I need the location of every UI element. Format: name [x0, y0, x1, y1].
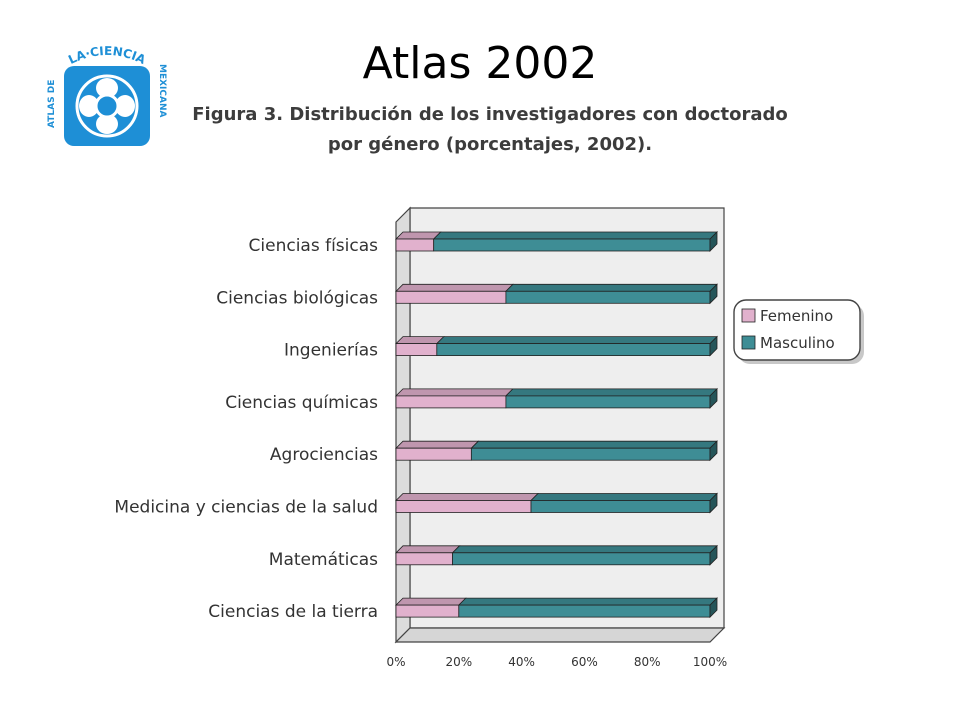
bar-front-face	[395, 343, 438, 357]
bar-segment-femenino	[395, 545, 461, 566]
legend-label-femenino: Femenino	[760, 307, 833, 325]
category-label: Ingenierías	[284, 341, 378, 361]
x-tick-label: 0%	[386, 655, 405, 669]
bar-end-face	[709, 387, 718, 409]
bar-segment-masculino	[457, 597, 718, 619]
bar-end-face	[709, 492, 718, 514]
category-label: Agrociencias	[270, 445, 378, 465]
bar-top-face	[395, 388, 514, 397]
bar-segment-masculino	[530, 492, 718, 514]
figure-caption-line2: por género (porcentajes, 2002).	[327, 134, 653, 155]
figure-caption-line1: Figura 3. Distribución de los investigad…	[192, 104, 788, 125]
x-tick-label: 20%	[445, 655, 472, 669]
bar-segment-masculino	[432, 231, 718, 252]
category-label: Ciencias de la tierra	[208, 602, 378, 622]
atlas-logo: LA·CIENCIA ATLAS DE MEXICANA	[46, 44, 168, 150]
x-tick-label: 60%	[571, 655, 598, 669]
bar-top-face	[432, 231, 718, 240]
bar-front-face	[452, 552, 711, 566]
bar-front-face	[458, 604, 711, 618]
figure-caption: Figura 3. Distribución de los investigad…	[170, 100, 810, 160]
bar-segment-femenino	[395, 388, 514, 409]
category-label: Ciencias biológicas	[216, 288, 378, 308]
bar-segment-femenino	[395, 597, 467, 618]
bar-top-face	[457, 597, 718, 606]
bar-segment-masculino	[504, 283, 718, 305]
bar-top-face	[395, 283, 514, 292]
logo-right-text: MEXICANA	[157, 64, 167, 117]
bar-top-face	[470, 440, 718, 449]
bar-front-face	[395, 500, 532, 513]
x-tick-label: 80%	[634, 655, 661, 669]
bar-end-face	[709, 231, 718, 252]
chart-floor	[394, 627, 726, 643]
bar-top-face	[451, 545, 718, 554]
bar-end-face	[709, 597, 718, 619]
chart-side-wall	[395, 206, 411, 644]
bar-front-face	[395, 447, 472, 461]
bar-top-face	[530, 493, 718, 501]
bar-segment-masculino	[470, 440, 718, 462]
bar-front-face	[433, 238, 711, 252]
bar-front-face	[395, 552, 453, 566]
legend-swatch-femenino	[741, 308, 756, 323]
bar-segment-femenino	[395, 283, 514, 304]
logo-left-text: ATLAS DE	[47, 80, 57, 128]
bar-top-face	[395, 440, 480, 449]
bar-front-face	[395, 395, 507, 409]
bar-front-face	[530, 500, 711, 513]
bar-end-face	[709, 544, 718, 566]
bar-segment-femenino	[395, 336, 445, 357]
bar-end-face	[709, 335, 718, 357]
legend-swatch-masculino	[741, 335, 756, 350]
bar-segment-femenino	[395, 493, 539, 513]
bar-top-face	[395, 231, 442, 240]
bar-top-face	[395, 545, 461, 554]
legend-box	[733, 299, 861, 361]
bar-end-face	[709, 283, 718, 305]
bar-segment-masculino	[435, 335, 718, 357]
bar-front-face	[436, 343, 711, 357]
logo-flower-icon	[75, 74, 139, 138]
bar-top-face	[504, 283, 718, 292]
bar-front-face	[505, 290, 711, 304]
bar-front-face	[395, 290, 507, 304]
x-tick-label: 100%	[693, 655, 727, 669]
legend-label-masculino: Masculino	[760, 334, 835, 352]
bar-top-face	[395, 336, 445, 345]
category-label: Matemáticas	[269, 550, 378, 570]
category-label: Medicina y ciencias de la salud	[114, 498, 378, 518]
bar-top-face	[395, 597, 467, 606]
bar-segment-femenino	[395, 440, 480, 461]
x-tick-label: 40%	[508, 655, 535, 669]
bar-top-face	[504, 388, 718, 397]
bar-front-face	[505, 395, 711, 409]
bar-segment-masculino	[504, 387, 718, 409]
bar-segment-masculino	[451, 544, 718, 566]
bar-end-face	[709, 440, 718, 462]
slide-title: Atlas 2002	[362, 38, 598, 89]
bar-front-face	[395, 238, 435, 252]
bar-top-face	[395, 493, 539, 501]
chart-legend: Femenino Masculino	[733, 299, 864, 364]
category-label: Ciencias químicas	[225, 393, 378, 413]
category-label: Ciencias físicas	[249, 236, 379, 256]
bar-front-face	[395, 604, 460, 618]
bar-front-face	[470, 447, 711, 461]
bar-top-face	[435, 336, 718, 345]
